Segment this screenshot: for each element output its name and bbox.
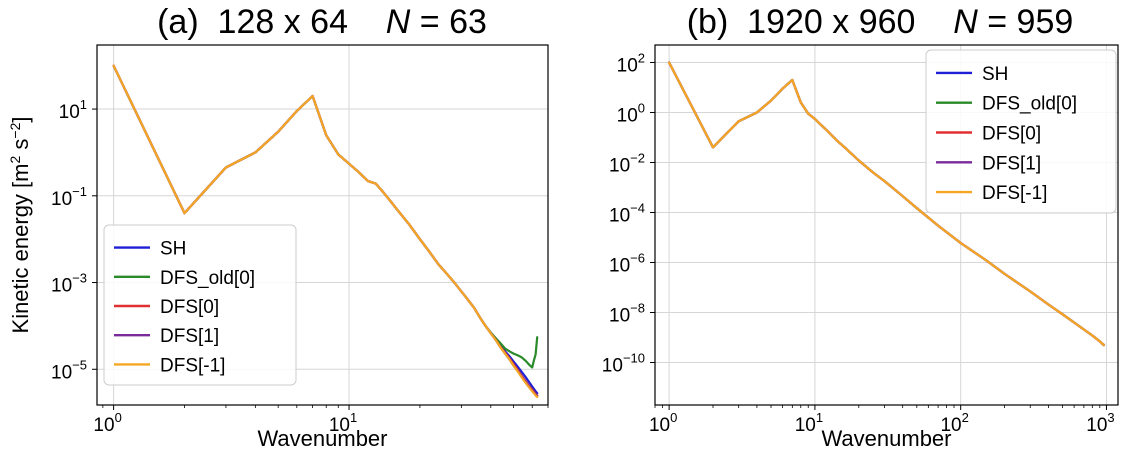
legend-label: DFS[1] [160,326,219,347]
y-tick-label: 100 [617,100,645,126]
x-axis-label: Wavenumber [821,426,951,451]
y-tick-label: 10−10 [602,351,645,377]
legend-label: DFS[-1] [160,355,225,376]
x-tick-label: 102 [940,410,968,436]
plot-frame [654,44,1119,406]
y-tick-label: 101 [59,97,87,123]
chart-title: (a) 128 x 64 N = 63 [157,3,487,41]
legend-label: SH [982,64,1008,85]
y-tick-label: 10−6 [609,251,645,277]
y-tick-label: 10−4 [609,200,645,226]
y-tick-label: 10−2 [609,150,645,176]
plot-frame [96,44,549,406]
legend: SH DFS_old[0] DFS[0] DFS[1] DFS[-1] [925,49,1117,214]
legend-label: DFS[-1] [982,183,1047,204]
series-line-DFS[-1] [112,64,539,398]
series-group [112,64,539,398]
legend-box [103,224,297,386]
x-tick-label: 101 [795,410,823,436]
legend-label: DFS_old[0] [160,268,255,289]
legend-label: DFS[0] [982,124,1041,145]
y-tick-label: 10−5 [51,357,87,383]
x-tick-label: 100 [93,410,121,436]
legend: SH DFS_old[0] DFS[0] DFS[1] DFS[-1] [103,224,297,386]
panel-b: 100 101 102 10310−1010−810−610−410−2100102W… [602,3,1119,451]
chart-title: (b) 1920 x 960 N = 959 [687,3,1074,41]
series-line-DFS[-1] [667,61,1105,347]
legend-box [925,49,1117,214]
y-tick-label: 102 [617,50,645,76]
series-group [667,61,1105,347]
legend-label: SH [160,239,186,260]
x-tick-label: 101 [329,410,357,436]
legend-label: DFS[1] [982,153,1041,174]
legend-label: DFS[0] [160,297,219,318]
x-axis-label: Wavenumber [257,426,387,451]
y-axis-label: Kinetic energy [m2 s−2] [7,117,33,334]
y-tick-label: 10−8 [609,301,645,327]
x-tick-label: 103 [1086,410,1114,436]
legend-label: DFS_old[0] [982,94,1077,115]
x-tick-label: 100 [649,410,677,436]
y-tick-label: 10−3 [51,271,87,297]
y-tick-label: 10−1 [51,184,87,210]
